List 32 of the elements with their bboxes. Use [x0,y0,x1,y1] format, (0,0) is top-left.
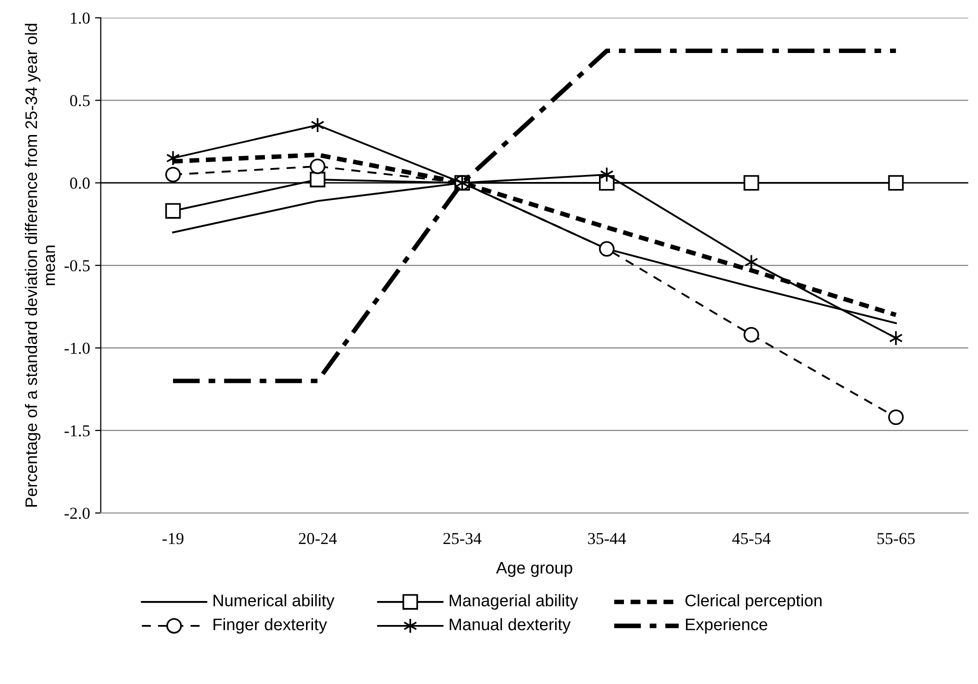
legend-label: Clerical perception [685,594,822,610]
x-tick-label: 55-65 [877,532,915,544]
y-tick-label: -2.0 [64,508,90,520]
y-axis-title: Percentage of a standard deviation difference from 25-34 year old mean [24,24,56,507]
legend-label: Numerical ability [214,594,334,610]
point [598,241,615,257]
y-tick-label: -1.0 [64,342,90,354]
legend-label: Finger dexterity [214,618,328,634]
point [888,409,904,426]
y-tick-label: -1.5 [64,425,90,436]
x-tick-label: 20-24 [298,532,337,544]
legend-label: Manual dexterity [450,618,571,634]
x-axis-title: Age group [496,562,572,577]
point [889,330,903,346]
x-tick-label: -19 [162,532,184,544]
legend-label: Experience [686,618,768,634]
point [165,203,181,219]
point [744,326,760,342]
legend-label: Managerial ability [450,594,578,610]
point [310,158,326,174]
y-tick-label: 0.5 [70,95,90,106]
point [310,172,326,188]
point [165,166,181,182]
y-tick-label: 0.0 [70,178,90,189]
x-tick-label: 45-54 [732,533,771,544]
point [744,175,760,191]
point [888,175,904,191]
point [166,150,180,166]
y-tick-label: 1.0 [70,12,90,24]
y-tick-label: -0.5 [64,260,90,272]
x-tick-label: 25-34 [443,532,482,544]
x-tick-label: 35-44 [588,532,626,544]
